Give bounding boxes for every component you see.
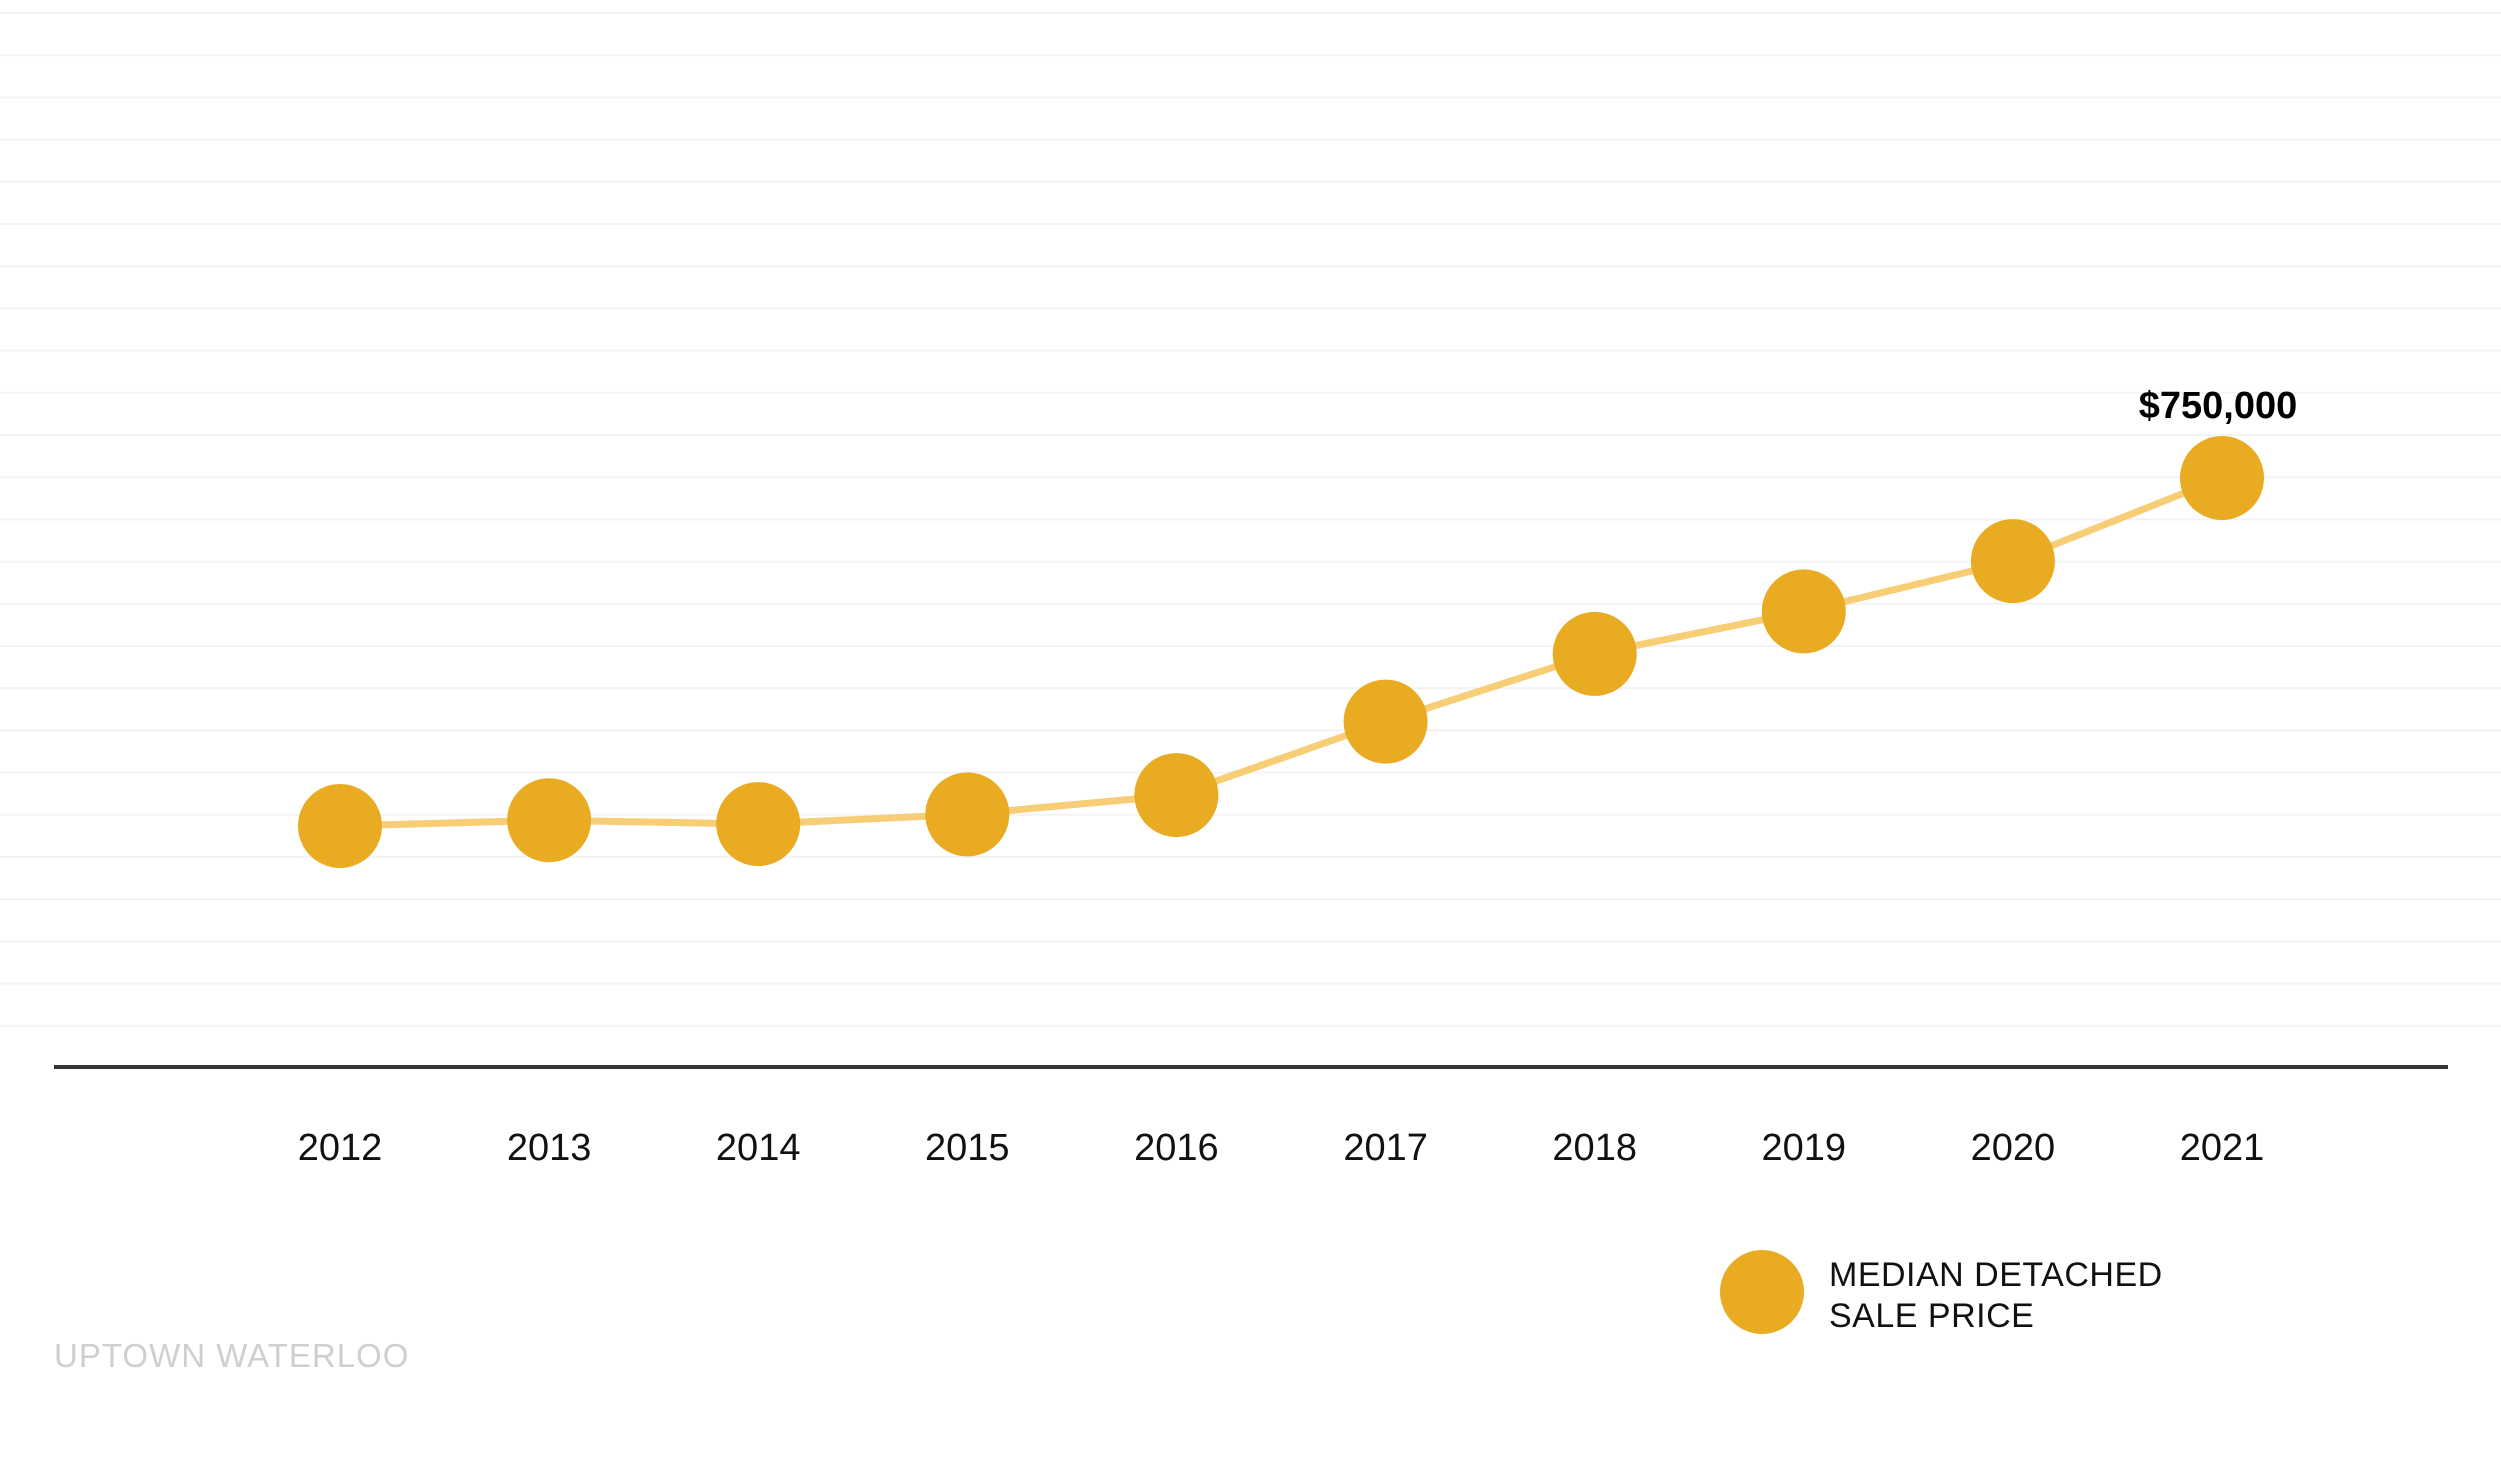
x-tick-label-2018: 2018 [1552, 1127, 1637, 1169]
data-point-2013 [507, 778, 592, 863]
x-axis-tick-labels: 2012 2013 2014 2015 2016 2017 2018 2019 2020 2021 [298, 1127, 2265, 1169]
x-tick-label-2019: 2019 [1762, 1127, 1847, 1169]
data-label-2021: $750,000 [2139, 385, 2298, 427]
data-labels: $750,000 [2139, 385, 2298, 427]
x-tick-label-2014: 2014 [716, 1127, 801, 1169]
data-point-2014 [716, 782, 801, 867]
x-tick-label-2012: 2012 [298, 1127, 383, 1169]
legend: MEDIAN DETACHED SALE PRICE [1720, 1250, 2163, 1335]
x-tick-label-2016: 2016 [1134, 1127, 1219, 1169]
data-point-2017 [1343, 679, 1428, 764]
data-point-2016 [1134, 753, 1219, 838]
data-point-2012 [298, 784, 382, 868]
data-point-2019 [1761, 569, 1846, 654]
gridlines [0, 12, 2501, 1027]
x-tick-label-2020: 2020 [1971, 1127, 2056, 1169]
data-point-2018 [1552, 611, 1637, 696]
legend-label-line-2: SALE PRICE [1829, 1297, 2034, 1335]
data-point-2021 [2180, 436, 2264, 520]
data-point-2020 [1970, 519, 2055, 604]
series-line [339, 474, 2224, 830]
data-point-2015 [925, 772, 1010, 857]
series-median-sale-price [298, 436, 2264, 868]
legend-swatch-dot [1720, 1250, 1804, 1334]
x-tick-label-2021: 2021 [2180, 1127, 2265, 1169]
x-tick-label-2013: 2013 [507, 1127, 592, 1169]
x-tick-label-2015: 2015 [925, 1127, 1010, 1169]
x-tick-label-2017: 2017 [1343, 1127, 1428, 1169]
legend-label-line-1: MEDIAN DETACHED [1829, 1256, 2163, 1294]
watermark-text: UPTOWN WATERLOO [54, 1337, 410, 1374]
